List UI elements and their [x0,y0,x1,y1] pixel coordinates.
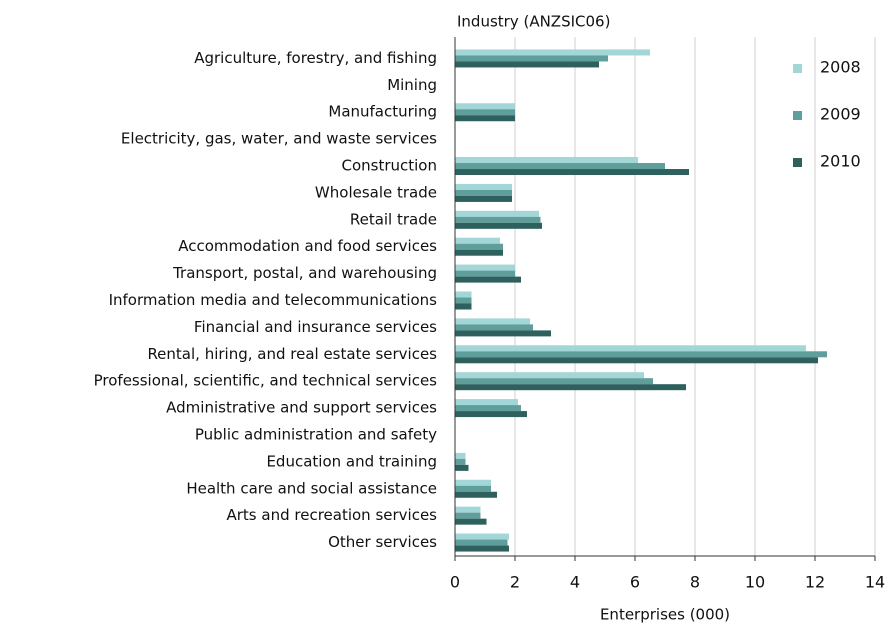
bar [455,345,806,352]
bar [455,103,515,110]
bar [455,303,472,310]
bar [455,169,689,176]
bar [455,109,515,116]
legend-swatch [793,64,802,73]
bar [455,330,551,337]
bar [455,384,686,391]
bar [455,49,650,56]
chart-title: Industry (ANZSIC06) [457,13,610,31]
bar [455,518,487,525]
bar [455,485,491,492]
bar [455,297,472,304]
bar [455,452,466,459]
bar [455,479,491,486]
bar [455,55,608,62]
bar [455,216,541,223]
bar [455,264,515,271]
bar [455,405,521,412]
x-tick-label: 4 [570,573,580,592]
y-tick-label: Other services [328,533,437,551]
x-axis-label: Enterprises (000) [600,606,730,624]
y-tick-label: Information media and telecommunications [109,291,438,309]
y-tick-label: Public administration and safety [195,425,437,443]
y-tick-label: Professional, scientific, and technical … [94,372,438,390]
y-tick-label: Arts and recreation services [227,506,438,524]
y-tick-label: Rental, hiring, and real estate services [147,345,437,363]
bar [455,399,518,406]
y-tick-label: Construction [341,157,437,175]
bar [455,411,527,418]
bar [455,533,509,540]
legend-swatch [793,158,802,167]
bar [455,210,539,217]
bar [455,189,512,196]
bar [455,506,481,513]
bar [455,378,653,385]
x-tick-label: 8 [690,573,700,592]
bar [455,458,466,465]
bar [455,222,542,229]
x-tick-label: 10 [745,573,765,592]
x-tick-label: 2 [510,573,520,592]
y-tick-label: Transport, postal, and warehousing [172,264,437,282]
bar [455,276,521,283]
y-tick-label: Mining [387,76,437,94]
bar [455,491,497,498]
bar [455,183,512,190]
bar [455,157,638,164]
bar [455,249,503,256]
bar [455,324,533,331]
bar [455,195,512,202]
bar [455,163,665,170]
x-tick-label: 14 [865,573,885,592]
bar [455,357,818,364]
y-tick-label: Manufacturing [328,103,437,121]
y-tick-label: Electricity, gas, water, and waste servi… [121,130,437,148]
legend-label: 2008 [820,58,861,77]
y-tick-label: Financial and insurance services [194,318,437,336]
bar [455,291,472,298]
legend-swatch [793,111,802,120]
y-tick-label: Retail trade [350,210,437,228]
bar [455,61,599,68]
bar [455,237,500,244]
y-tick-label: Education and training [266,452,437,470]
y-tick-label: Administrative and support services [166,399,437,417]
bar [455,243,503,250]
x-tick-label: 12 [805,573,825,592]
x-tick-label: 0 [450,573,460,592]
legend-label: 2010 [820,152,861,171]
legend-label: 2009 [820,105,861,124]
bar [455,539,508,546]
bar [455,351,827,358]
y-tick-label: Accommodation and food services [178,237,437,255]
bar [455,270,515,277]
y-tick-label: Health care and social assistance [186,479,437,497]
y-tick-label: Agriculture, forestry, and fishing [194,49,437,67]
bar [455,115,515,122]
bar [455,545,509,552]
bar [455,318,530,325]
bar [455,372,644,379]
bar [455,464,469,471]
y-tick-label: Wholesale trade [315,183,437,201]
bar [455,512,481,519]
x-tick-label: 6 [630,573,640,592]
